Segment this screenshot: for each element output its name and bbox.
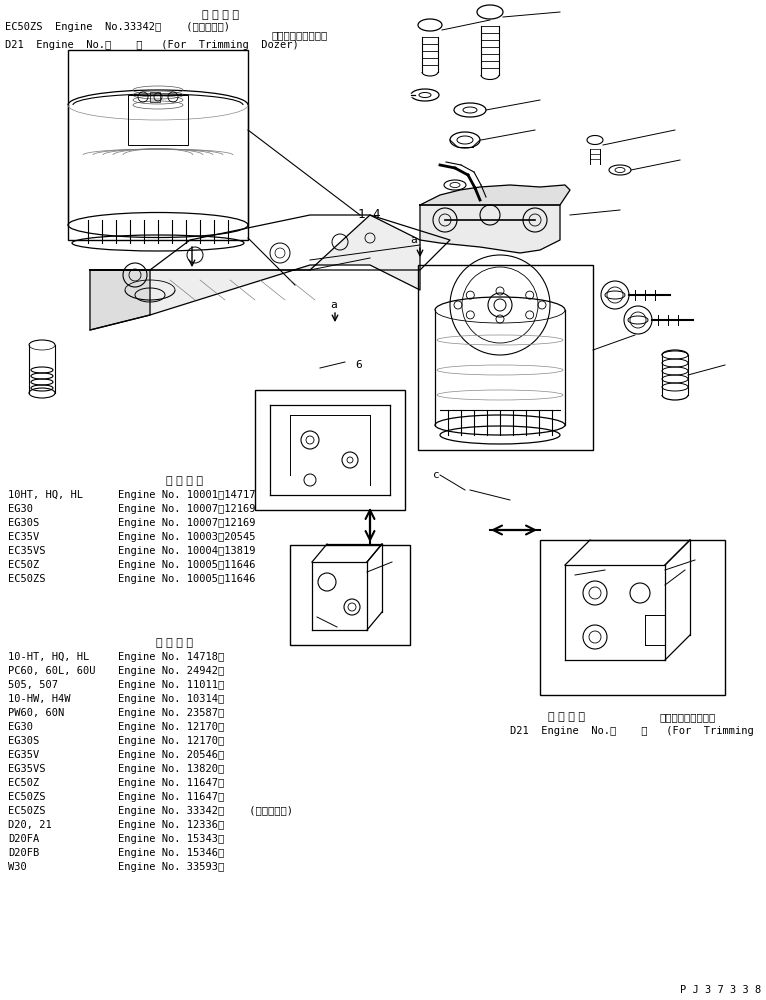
Text: EC50Z: EC50Z — [8, 560, 39, 570]
Text: Engine No. 15343～: Engine No. 15343～ — [118, 834, 224, 844]
Text: EC50Z: EC50Z — [8, 778, 39, 788]
Text: Engine No. 11647～: Engine No. 11647～ — [118, 778, 224, 788]
Text: EC50ZS: EC50ZS — [8, 792, 45, 802]
Text: Engine No. 10314～: Engine No. 10314～ — [118, 694, 224, 704]
Text: Engine No. 10007～12169: Engine No. 10007～12169 — [118, 504, 256, 514]
Bar — [290, 545, 410, 645]
Text: c: c — [433, 470, 440, 480]
Text: EC50ZS  Engine  No.33342～    (ニッケン向): EC50ZS Engine No.33342～ (ニッケン向) — [5, 22, 230, 32]
Bar — [68, 50, 248, 240]
Text: EG35V: EG35V — [8, 750, 39, 760]
Polygon shape — [420, 205, 560, 253]
Bar — [418, 265, 593, 450]
Text: Engine No. 33342～    (ニッケン向): Engine No. 33342～ (ニッケン向) — [118, 806, 293, 816]
Text: 1 4: 1 4 — [358, 208, 381, 221]
Text: Engine No. 20546～: Engine No. 20546～ — [118, 750, 224, 760]
Text: P J 3 7 3 3 8: P J 3 7 3 3 8 — [680, 985, 761, 995]
Text: a: a — [410, 235, 417, 245]
Text: Engine No. 33593～: Engine No. 33593～ — [118, 862, 224, 872]
Text: 10-HW, H4W: 10-HW, H4W — [8, 694, 70, 704]
Text: Engine No. 10005～11646: Engine No. 10005～11646 — [118, 574, 256, 584]
Text: Engine No. 10007～12169: Engine No. 10007～12169 — [118, 518, 256, 528]
Bar — [540, 540, 725, 695]
Text: Engine No. 12170～: Engine No. 12170～ — [118, 736, 224, 746]
Text: W30: W30 — [8, 862, 27, 872]
Text: PC60, 60L, 60U: PC60, 60L, 60U — [8, 666, 96, 676]
Text: 6: 6 — [355, 360, 362, 370]
Text: 10HT, HQ, HL: 10HT, HQ, HL — [8, 490, 83, 500]
Text: Engine No. 24942～: Engine No. 24942～ — [118, 666, 224, 676]
Text: 10-HT, HQ, HL: 10-HT, HQ, HL — [8, 652, 90, 662]
Text: 適 用 号 機: 適 用 号 機 — [548, 712, 585, 722]
Bar — [255, 390, 405, 510]
Text: PW60, 60N: PW60, 60N — [8, 708, 64, 718]
Text: トリミングドーザ用: トリミングドーザ用 — [272, 30, 328, 40]
Text: 適 用 号 機: 適 用 号 機 — [156, 638, 194, 648]
Text: Engine No. 14718～: Engine No. 14718～ — [118, 652, 224, 662]
Polygon shape — [420, 185, 570, 205]
Text: 適 用 号 機: 適 用 号 機 — [201, 10, 238, 20]
Text: EG30S: EG30S — [8, 518, 39, 528]
Text: Engine No. 13820～: Engine No. 13820～ — [118, 764, 224, 774]
Text: Engine No. 11011～: Engine No. 11011～ — [118, 680, 224, 690]
Text: トリミングドーザ用: トリミングドーザ用 — [660, 712, 716, 722]
Text: Engine No. 10003～20545: Engine No. 10003～20545 — [118, 532, 256, 542]
Text: EG30: EG30 — [8, 504, 33, 514]
Text: D20, 21: D20, 21 — [8, 820, 52, 830]
Text: EG35VS: EG35VS — [8, 764, 45, 774]
Text: a: a — [330, 300, 337, 310]
Text: Engine No. 15346～: Engine No. 15346～ — [118, 848, 224, 858]
Text: Engine No. 23587～: Engine No. 23587～ — [118, 708, 224, 718]
Text: Engine No. 10005～11646: Engine No. 10005～11646 — [118, 560, 256, 570]
Text: Engine No. 10001～14717: Engine No. 10001～14717 — [118, 490, 256, 500]
Text: 505, 507: 505, 507 — [8, 680, 58, 690]
Text: Engine No. 10004～13819: Engine No. 10004～13819 — [118, 546, 256, 556]
Polygon shape — [90, 270, 150, 330]
Bar — [150, 92, 160, 102]
Text: Engine No. 12170～: Engine No. 12170～ — [118, 722, 224, 732]
Text: 適 用 号 機: 適 用 号 機 — [166, 476, 204, 486]
Text: Engine No. 12336～: Engine No. 12336～ — [118, 820, 224, 830]
Text: D20FA: D20FA — [8, 834, 39, 844]
Text: D21  Engine  No.・    ～   (For  Trimming  Dozer): D21 Engine No.・ ～ (For Trimming Dozer) — [510, 726, 766, 736]
Text: D20FB: D20FB — [8, 848, 39, 858]
Text: EG30S: EG30S — [8, 736, 39, 746]
Text: EC35VS: EC35VS — [8, 546, 45, 556]
Text: EC50ZS: EC50ZS — [8, 574, 45, 584]
Text: EG30: EG30 — [8, 722, 33, 732]
Text: EC35V: EC35V — [8, 532, 39, 542]
Bar — [128, 95, 188, 145]
Text: EC50ZS: EC50ZS — [8, 806, 45, 816]
Text: Engine No. 11647～: Engine No. 11647～ — [118, 792, 224, 802]
Text: D21  Engine  No.・    ～   (For  Trimming  Dozer): D21 Engine No.・ ～ (For Trimming Dozer) — [5, 40, 299, 50]
Polygon shape — [90, 215, 420, 330]
